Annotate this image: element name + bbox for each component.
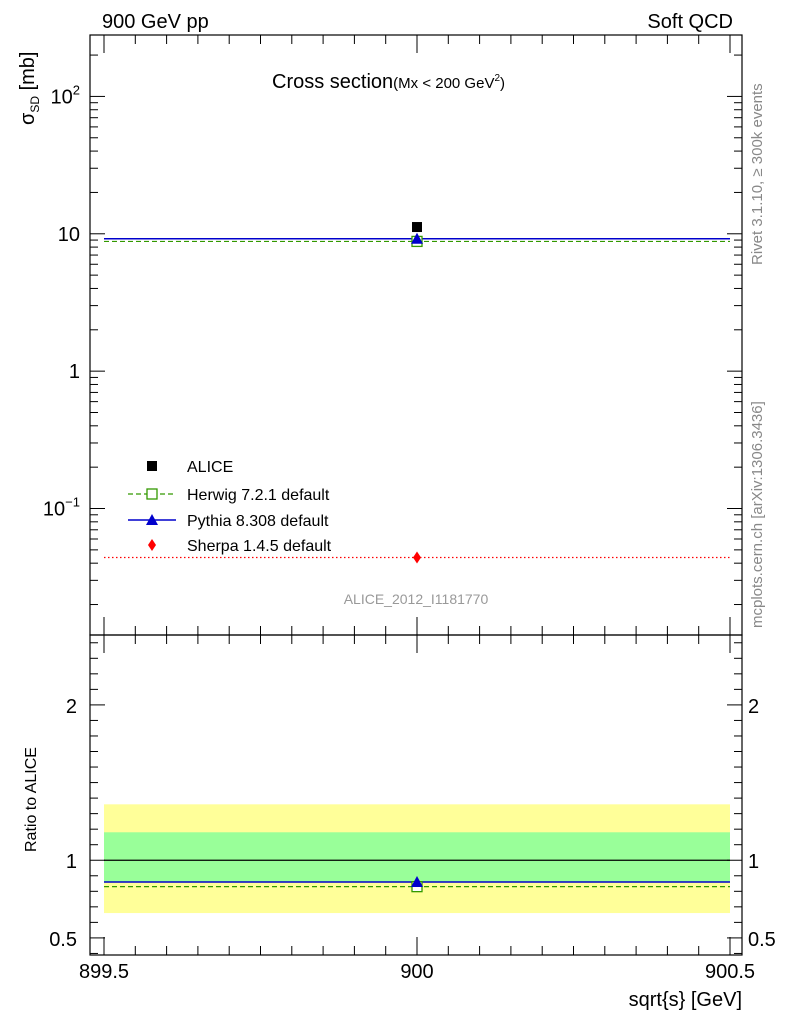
legend-alice-marker: [147, 461, 157, 471]
legend-alice-label: ALICE: [187, 459, 233, 476]
ratio-y-tick-label-left: 0.5: [49, 929, 77, 951]
sherpa-point: [413, 551, 421, 564]
legend-sherpa-label: Sherpa 1.4.5 default: [187, 538, 332, 555]
ratio-y-tick-label-right: 0.5: [748, 929, 776, 951]
pythia-point: [411, 232, 423, 244]
ratio-pythia-point: [411, 875, 423, 887]
main-title: Cross section(Mx < 200 GeV2): [272, 71, 505, 93]
header-right: Soft QCD: [647, 11, 733, 33]
main-ylabel: σSD [mb]: [17, 52, 42, 125]
legend-sherpa-marker: [148, 539, 156, 551]
ratio-y-tick-label-right: 2: [748, 696, 759, 718]
header-left: 900 GeV pp: [102, 11, 209, 33]
ratio-y-tick-label-left: 2: [66, 696, 77, 718]
legend: ALICE Herwig 7.2.1 default Pythia 8.308 de…: [128, 459, 332, 555]
x-tick-label: 899.5: [79, 961, 129, 983]
y-tick-label: 10−1: [43, 495, 80, 521]
legend-herwig-marker: [146, 488, 158, 500]
x-tick-label: 900.5: [705, 961, 755, 983]
ratio-y-tick-label-right: 1: [748, 851, 759, 873]
x-tick-label: 900: [400, 961, 433, 983]
analysis-id: ALICE_2012_I1181770: [344, 591, 489, 607]
legend-herwig-label: Herwig 7.2.1 default: [187, 487, 330, 504]
rivet-label: Rivet 3.1.10, ≥ 300k events: [749, 83, 766, 265]
legend-pythia-marker: [146, 514, 158, 525]
x-axis-label: sqrt{s} [GeV]: [629, 989, 742, 1011]
y-tick-label: 10: [58, 224, 80, 246]
alice-point: [412, 222, 422, 233]
y-tick-label: 1: [69, 361, 80, 383]
ratio-ylabel: Ratio to ALICE: [23, 747, 40, 852]
ratio-frame: [89, 634, 743, 956]
mcplots-label: mcplots.cern.ch [arXiv:1306.3436]: [749, 401, 766, 628]
ratio-band-inner: [104, 832, 730, 882]
ratio-y-tick-label-left: 1: [66, 851, 77, 873]
legend-pythia-label: Pythia 8.308 default: [187, 513, 329, 530]
y-tick-label: 102: [51, 82, 80, 108]
